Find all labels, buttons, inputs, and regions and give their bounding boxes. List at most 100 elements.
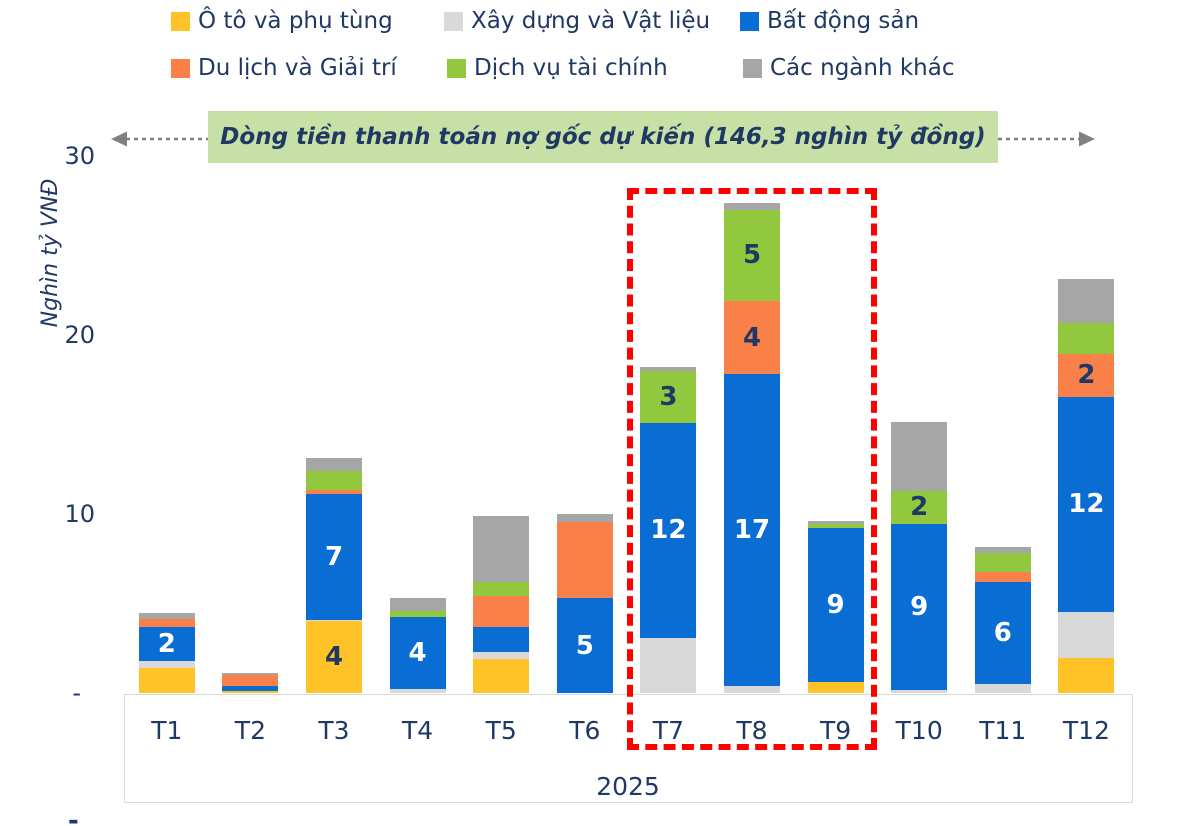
y-tick-label: 20 [64,321,95,349]
bar-segment [1058,611,1115,659]
legend-label: Các ngành khác [770,55,955,81]
bar-segment [1058,323,1115,354]
bar-segment [724,300,780,375]
bar-data-label: 4 [408,637,427,668]
bar-data-label: 2 [910,492,929,523]
x-tick-label: T8 [736,716,768,745]
bar-data-label: 2 [157,628,176,659]
bar-data-label: 2 [1077,360,1096,391]
bar-segment [138,618,195,627]
bar-segment [138,613,195,619]
legend-label: Xây dựng và Vật liệu [471,8,711,34]
bar-segment [473,582,530,597]
bar-segment [306,489,362,495]
bar-segment [974,553,1031,573]
legend-item: Xây dựng và Vật liệu [444,10,710,33]
x-tick-label: T9 [820,716,852,745]
bar-segment [306,471,362,490]
y-tick-label: 30 [64,142,95,170]
bar-segment [1058,353,1115,397]
bar-segment [473,626,530,652]
bar-segment [222,691,279,693]
bar-segment [640,370,697,423]
bar-segment [640,422,697,638]
bar-segment [974,547,1031,554]
bar-segment [306,457,362,472]
bar-segment [473,596,530,627]
legend-item: Các ngành khác [743,57,954,80]
bar-data-label: 4 [324,642,344,673]
x-tick-label: T12 [1062,716,1110,745]
y-tick-label: - [72,679,81,707]
bar-segment [724,685,780,693]
legend-swatch-icon [447,59,466,78]
highlight-dashed-box [626,188,878,750]
x-tick-label: T2 [234,716,266,745]
bar-segment [306,494,362,620]
legend-swatch-icon [171,59,190,78]
bar-data-label: 12 [1068,489,1105,520]
legend-item: Ô tô và phụ tùng [171,10,393,33]
x-tick-label: T11 [979,716,1027,745]
bar-data-label: 4 [742,322,762,353]
bar-segment [473,515,530,582]
bar-segment [891,490,948,524]
bar-segment [891,690,948,693]
bar-segment [974,582,1031,685]
bar-segment [891,523,948,691]
legend-item: Bất động sản [740,10,919,33]
bar-segment [974,684,1031,693]
legend-label: Dịch vụ tài chính [474,55,668,81]
bar-data-label: 9 [910,592,929,623]
bar-segment [640,637,697,693]
bar-segment [556,598,613,693]
bar-segment [556,522,613,599]
bar-segment [640,367,697,371]
bar-segment [807,523,864,529]
bar-segment [306,621,362,693]
bar-segment [473,651,530,659]
chart-title-banner: Dòng tiền thanh toán nợ gốc dự kiến (146… [208,111,998,163]
bar-segment [306,619,362,622]
x-tick-label: T6 [569,716,601,745]
bar-segment [807,682,864,693]
bar-data-label: 12 [650,515,687,546]
legend-swatch-icon [444,12,463,31]
partial-axis-tick: - [68,806,79,826]
bar-segment [222,685,279,692]
bar-segment [724,209,780,301]
bar-data-label: 6 [993,618,1012,649]
legend-label: Ô tô và phụ tùng [198,8,393,34]
bar-segment [1058,658,1115,693]
x-tick-label: T5 [485,716,517,745]
legend-swatch-icon [743,59,762,78]
legend-item: Du lịch và Giải trí [171,57,397,80]
bar-segment [389,598,446,611]
bar-segment [974,572,1031,583]
x-tick-label: T4 [402,716,434,745]
bar-segment [222,673,279,676]
bar-segment [389,616,446,689]
x-axis-group-label: 2025 [596,772,660,801]
bar-data-label: 5 [575,630,594,661]
arrowhead-right-icon [1079,131,1095,147]
legend-swatch-icon [740,12,759,31]
bar-data-label: 7 [324,541,344,572]
x-tick-label: T10 [895,716,943,745]
y-axis-title: Nghìn tỷ VNĐ [38,178,63,328]
bar-segment [473,658,530,693]
arrowhead-left-icon [111,131,127,147]
bar-segment [807,528,864,683]
legend-item: Dịch vụ tài chính [447,57,668,80]
bar-segment [138,626,195,661]
bar-segment [222,675,279,686]
bar-segment [138,660,195,668]
bar-segment [1058,278,1115,324]
legend-label: Bất động sản [767,8,920,34]
bar-segment [1058,396,1115,612]
bar-segment [389,610,446,617]
bar-segment [389,688,446,693]
bar-segment [556,514,613,523]
legend-swatch-icon [171,12,190,31]
